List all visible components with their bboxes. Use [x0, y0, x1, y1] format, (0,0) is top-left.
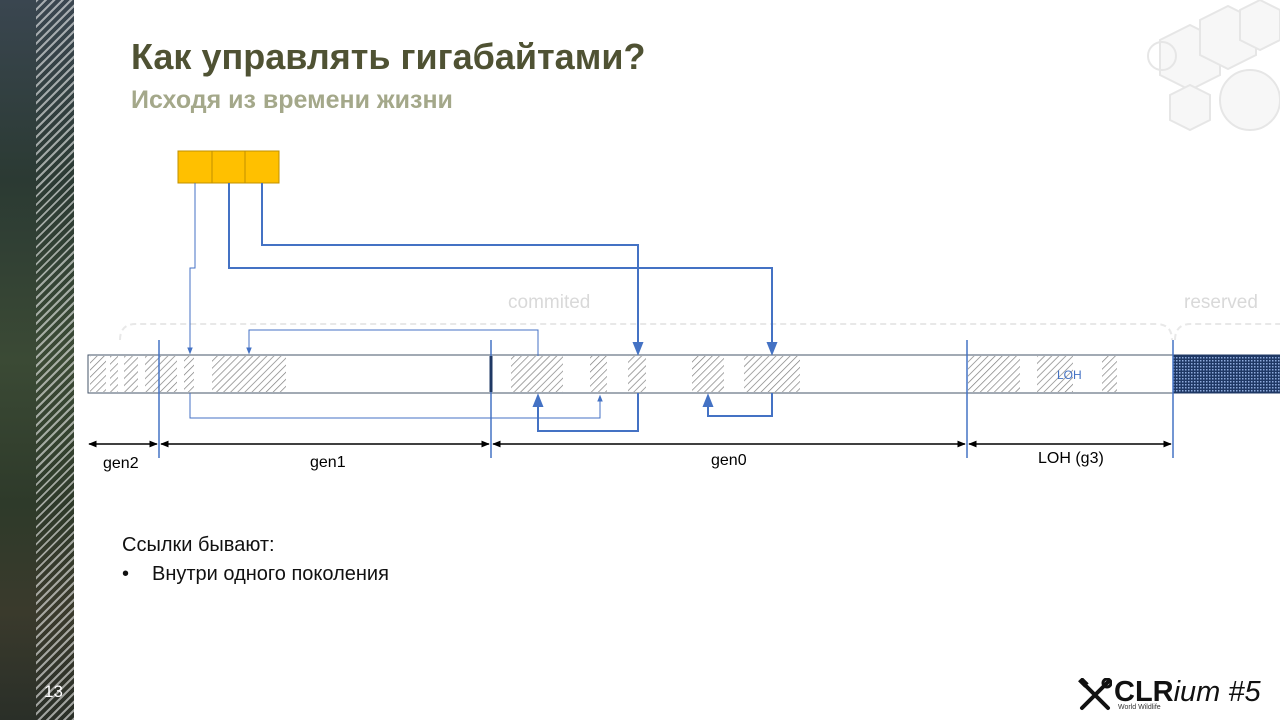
root-ref-arrow — [261, 183, 644, 356]
gc-roots — [177, 150, 280, 184]
logo-wordmark: CLRium #5 — [1114, 676, 1261, 709]
heap-objects — [90, 356, 1117, 392]
commited-bracket — [119, 323, 1173, 341]
loh-inner-label: LOH — [1057, 368, 1082, 382]
reference-arrows — [187, 183, 778, 432]
decorative-cubes-icon — [1147, 0, 1280, 132]
object-block — [124, 356, 138, 392]
object-block — [692, 356, 724, 392]
object-block — [212, 356, 286, 392]
gen0-label: gen0 — [711, 452, 747, 469]
slide-subtitle: Исходя из времени жизни — [131, 86, 453, 114]
reserved-label: reserved — [1184, 292, 1258, 313]
object-block — [145, 356, 177, 392]
object-block — [628, 356, 646, 392]
bullet-item: • Внутри одного поколения — [122, 563, 389, 586]
gen0-local-ref-arrow — [702, 393, 773, 417]
root-ref-arrow — [187, 183, 196, 355]
hatch-decoration — [36, 0, 74, 720]
root-ref-arrow — [228, 183, 778, 356]
root-slot — [211, 150, 246, 184]
reserved-bracket — [1174, 323, 1280, 341]
object-block — [1037, 356, 1073, 392]
bullet-dot-icon: • — [122, 563, 130, 585]
object-block — [590, 356, 607, 392]
gen0-ref-arrow — [532, 393, 639, 432]
clrium-logo: CLRium #5 World Wildlife — [1078, 676, 1268, 716]
reserved-area — [1172, 354, 1280, 394]
object-block — [90, 356, 106, 392]
bullet-text: Внутри одного поколения — [152, 563, 389, 585]
gen1-label: gen1 — [310, 454, 346, 471]
slide-title: Как управлять гигабайтами? — [131, 36, 646, 77]
gen2-label: gen2 — [103, 455, 139, 472]
object-block — [968, 356, 1020, 392]
object-block — [511, 356, 563, 392]
cross-ref-arrow — [189, 393, 603, 419]
commited-label: commited — [508, 292, 590, 313]
logo-clr: CLR — [1114, 676, 1174, 708]
object-block — [744, 356, 800, 392]
intra-gen1-ref-arrow — [246, 329, 539, 356]
crossed-tools-icon — [1078, 678, 1112, 710]
slide-number: 13 — [44, 682, 63, 701]
root-slot — [244, 150, 280, 184]
object-block — [1102, 356, 1117, 392]
loh-g3-label: LOH (g3) — [1038, 450, 1104, 467]
object-block — [110, 356, 118, 392]
logo-ium: ium #5 — [1173, 676, 1261, 708]
root-slot — [177, 150, 213, 184]
references-intro: Ссылки бывают: — [122, 534, 275, 556]
logo-tagline: World Wildlife — [1118, 704, 1161, 711]
object-block — [184, 356, 194, 392]
